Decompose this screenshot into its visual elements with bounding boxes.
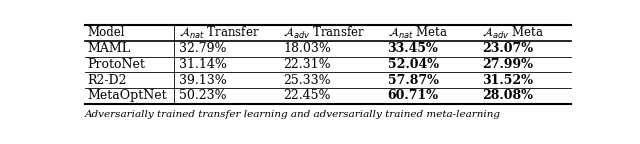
- Text: 18.03%: 18.03%: [284, 42, 332, 55]
- Text: 31.14%: 31.14%: [179, 58, 227, 71]
- Text: 52.04%: 52.04%: [388, 58, 438, 71]
- Text: 23.07%: 23.07%: [482, 42, 532, 55]
- Text: 32.79%: 32.79%: [179, 42, 227, 55]
- Text: Model: Model: [88, 26, 125, 39]
- Text: 57.87%: 57.87%: [388, 74, 438, 87]
- Text: $\mathcal{A}_{nat}$ Meta: $\mathcal{A}_{nat}$ Meta: [388, 25, 447, 41]
- Text: $\mathcal{A}_{adv}$ Transfer: $\mathcal{A}_{adv}$ Transfer: [284, 25, 365, 41]
- Text: $\mathcal{A}_{adv}$ Meta: $\mathcal{A}_{adv}$ Meta: [482, 25, 543, 41]
- Text: MAML: MAML: [88, 42, 131, 55]
- Text: ProtoNet: ProtoNet: [88, 58, 145, 71]
- Text: MetaOptNet: MetaOptNet: [88, 89, 167, 102]
- Text: R2-D2: R2-D2: [88, 74, 127, 87]
- Text: Adversarially trained transfer learning and adversarially trained meta-learning: Adversarially trained transfer learning …: [85, 110, 501, 119]
- Text: 31.52%: 31.52%: [482, 74, 532, 87]
- Text: 50.23%: 50.23%: [179, 89, 227, 102]
- Text: 28.08%: 28.08%: [482, 89, 532, 102]
- Text: 33.45%: 33.45%: [388, 42, 438, 55]
- Text: 60.71%: 60.71%: [388, 89, 438, 102]
- Text: 39.13%: 39.13%: [179, 74, 227, 87]
- Text: 27.99%: 27.99%: [482, 58, 532, 71]
- Text: 25.33%: 25.33%: [284, 74, 331, 87]
- Text: 22.31%: 22.31%: [284, 58, 331, 71]
- Text: 22.45%: 22.45%: [284, 89, 331, 102]
- Text: $\mathcal{A}_{nat}$ Transfer: $\mathcal{A}_{nat}$ Transfer: [179, 25, 260, 41]
